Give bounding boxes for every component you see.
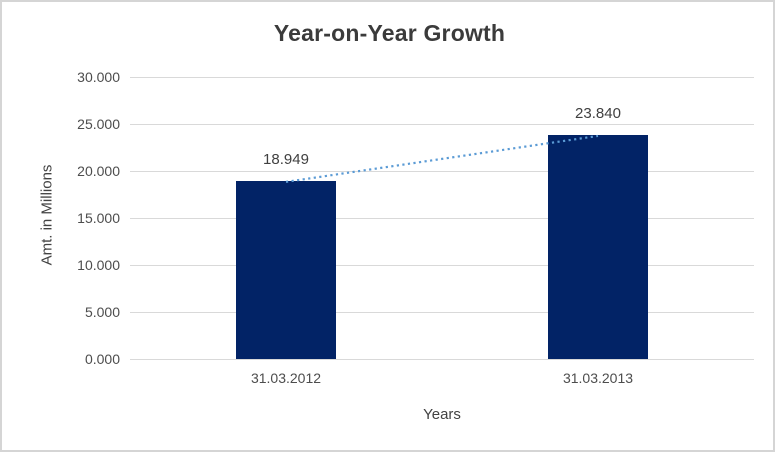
- y-tick-label: 25.000: [77, 116, 120, 132]
- x-tick-label: 31.03.2013: [562, 370, 634, 386]
- gridline: [130, 311, 754, 313]
- gridline: [130, 217, 754, 219]
- gridline: [130, 264, 754, 266]
- gridline: [130, 76, 754, 78]
- y-tick-label: 20.000: [77, 163, 120, 179]
- gridline: [130, 170, 754, 172]
- y-tick-label: 15.000: [77, 210, 120, 226]
- bar: [236, 180, 336, 359]
- y-tick-label: 10.000: [77, 257, 120, 273]
- y-tick-label: 30.000: [77, 69, 120, 85]
- chart-title: Year-on-Year Growth: [273, 20, 506, 46]
- x-tick-label: 31.03.2012: [250, 370, 322, 386]
- y-tick-label: 5.000: [84, 304, 120, 320]
- bar-value-label: 23.840: [575, 104, 621, 122]
- gridline: [130, 358, 754, 360]
- bar: [548, 134, 648, 359]
- bar-value-label: 18.949: [263, 150, 309, 168]
- gridline: [130, 123, 754, 125]
- y-tick-label: 0.000: [84, 351, 120, 367]
- x-axis-title: Years: [423, 406, 461, 423]
